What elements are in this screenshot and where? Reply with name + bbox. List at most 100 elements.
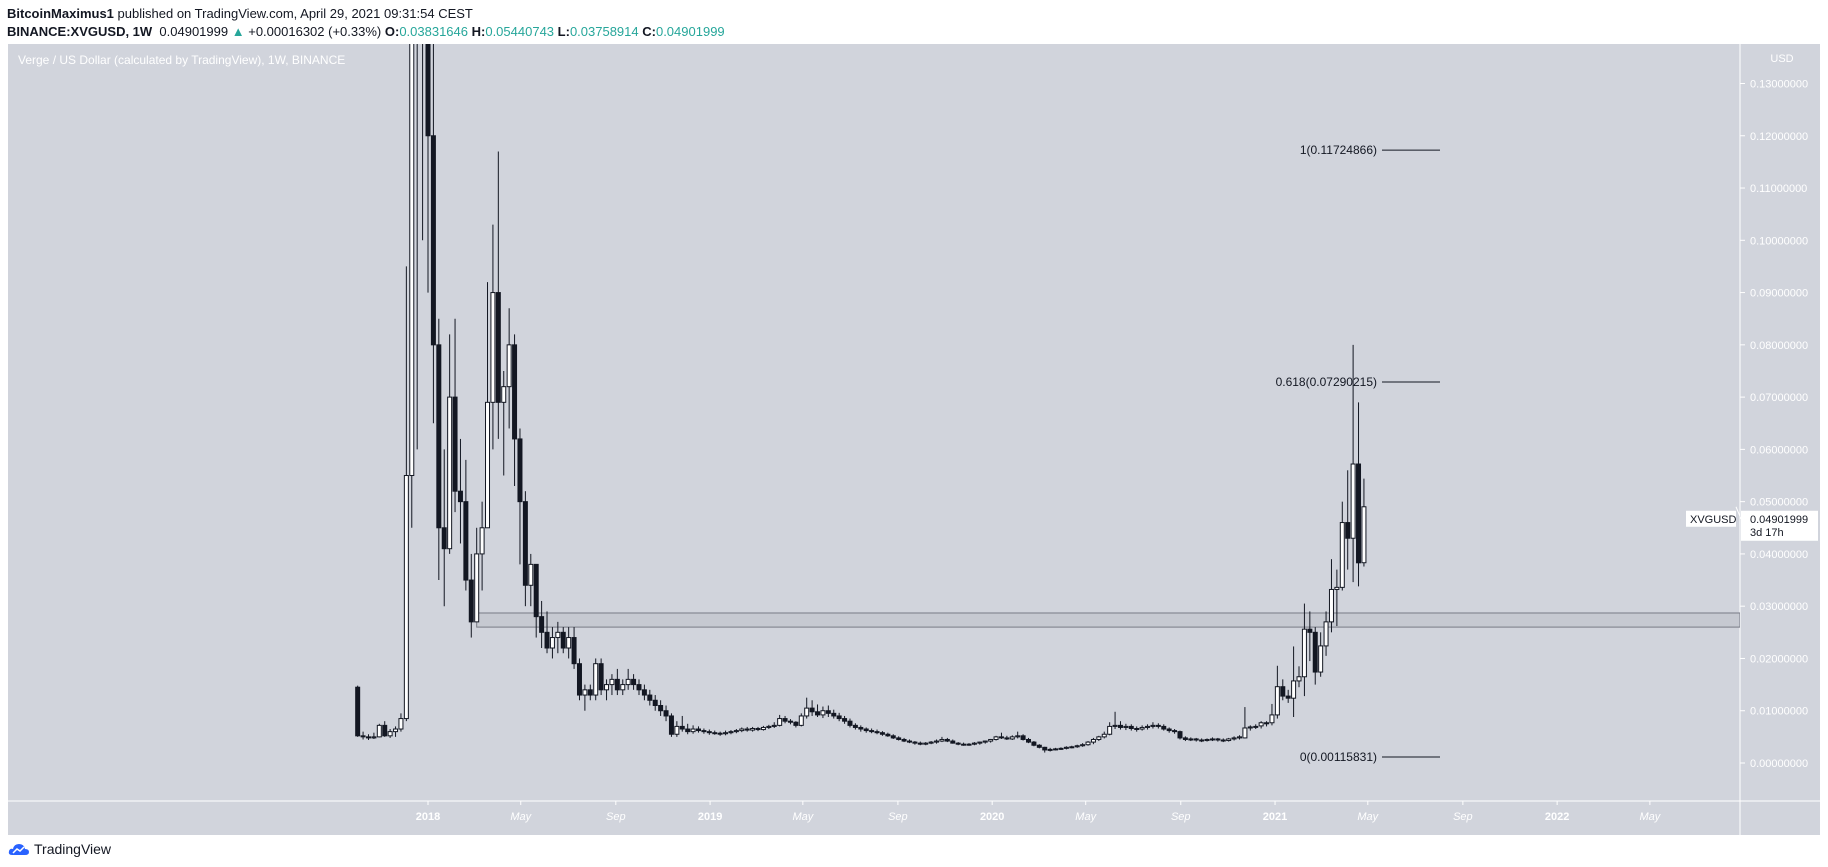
candle-body: [425, 44, 431, 137]
time-tick-label: May: [1639, 811, 1661, 823]
candle-body: [517, 438, 523, 503]
author-name[interactable]: BitcoinMaximus1: [7, 6, 114, 21]
candle-body: [365, 736, 371, 739]
candle: [422, 44, 424, 241]
candle: [852, 723, 858, 730]
candle: [566, 627, 572, 659]
candle-body: [512, 344, 518, 440]
candle-body: [1226, 738, 1232, 742]
candle: [1134, 726, 1140, 732]
candle-body: [1345, 522, 1351, 539]
candle: [1096, 735, 1102, 742]
candle: [1155, 723, 1161, 729]
candle: [1253, 724, 1259, 730]
candle: [993, 735, 999, 741]
candle-body: [701, 730, 707, 733]
candle: [1291, 646, 1297, 718]
candle-body: [815, 711, 821, 716]
candle: [663, 705, 669, 722]
high-label: H:: [471, 24, 486, 39]
time-tick-label: May: [792, 811, 814, 823]
candle: [1220, 738, 1226, 743]
candle: [604, 679, 610, 701]
candle-body: [717, 732, 723, 735]
candle-body: [614, 678, 620, 691]
tradingview-logo[interactable]: TradingView: [8, 841, 111, 857]
candle-body: [1182, 737, 1188, 740]
candle: [1188, 737, 1194, 742]
low-label: L:: [557, 24, 570, 39]
candle-body: [674, 725, 680, 735]
price-change: +0.00016302 (+0.33%): [248, 24, 382, 39]
time-tick-label: May: [1075, 811, 1097, 823]
candle: [798, 713, 804, 727]
candle: [652, 695, 658, 711]
candle: [1172, 729, 1178, 734]
time-tick-label: 2019: [698, 811, 722, 823]
candle: [928, 741, 934, 745]
candle: [955, 742, 961, 746]
candle: [1069, 745, 1075, 749]
candle: [398, 713, 404, 732]
price-tick-label: 0.12000000: [1750, 131, 1808, 143]
candle-body: [490, 292, 496, 403]
candle-body: [706, 731, 712, 734]
candle-body: [1199, 739, 1205, 742]
candle-body: [917, 742, 923, 745]
candle: [479, 501, 485, 591]
price-tick-label: 0.08000000: [1750, 340, 1808, 352]
candle-body: [1237, 736, 1242, 739]
candle: [1226, 737, 1232, 742]
candle: [1085, 741, 1091, 746]
candle-body: [1334, 586, 1340, 590]
candle: [571, 627, 577, 669]
price-tick-label: 0.02000000: [1750, 653, 1808, 665]
open-label: O:: [384, 24, 400, 39]
candle-body: [355, 686, 361, 737]
candle-body: [441, 527, 447, 550]
candle: [728, 730, 734, 735]
candle: [1042, 746, 1048, 753]
candle: [1090, 737, 1096, 745]
candle-body: [1193, 738, 1199, 741]
candle: [1139, 725, 1145, 731]
candle-body: [825, 710, 831, 714]
price-tick-label: 0.07000000: [1750, 392, 1808, 404]
currency-label: USD: [1770, 53, 1793, 65]
candle: [1199, 738, 1205, 743]
candle-body: [760, 726, 766, 731]
candle-body: [1285, 695, 1291, 699]
candle: [885, 732, 891, 737]
candle-body: [1004, 737, 1010, 740]
publish-text: published on TradingView.com, April 29, …: [117, 6, 473, 21]
candle: [874, 729, 880, 735]
candle: [1101, 731, 1107, 739]
candle-body: [982, 740, 988, 743]
candle-body: [360, 735, 366, 738]
candle-body: [1134, 728, 1140, 731]
candle: [1242, 707, 1248, 739]
candle: [1204, 738, 1210, 742]
candle-body: [652, 699, 658, 707]
candle-body: [1361, 506, 1367, 564]
candle-body: [1145, 725, 1151, 728]
candle-body: [879, 732, 885, 735]
candle: [858, 725, 864, 732]
candle: [782, 715, 788, 724]
candle-body: [1047, 748, 1053, 751]
price-tick-label: 0.05000000: [1750, 497, 1808, 509]
candle-body: [452, 396, 458, 492]
candle-body: [852, 724, 858, 728]
candle-body: [950, 740, 956, 744]
candle-body: [1069, 746, 1075, 749]
candle-body: [566, 637, 572, 649]
candle-body: [522, 501, 528, 586]
candle-body: [1085, 741, 1091, 746]
candle: [560, 627, 566, 654]
candle-body: [696, 728, 701, 732]
candle-body: [890, 735, 896, 739]
candle-body: [485, 401, 491, 529]
candle: [869, 728, 875, 734]
candle: [863, 727, 869, 733]
